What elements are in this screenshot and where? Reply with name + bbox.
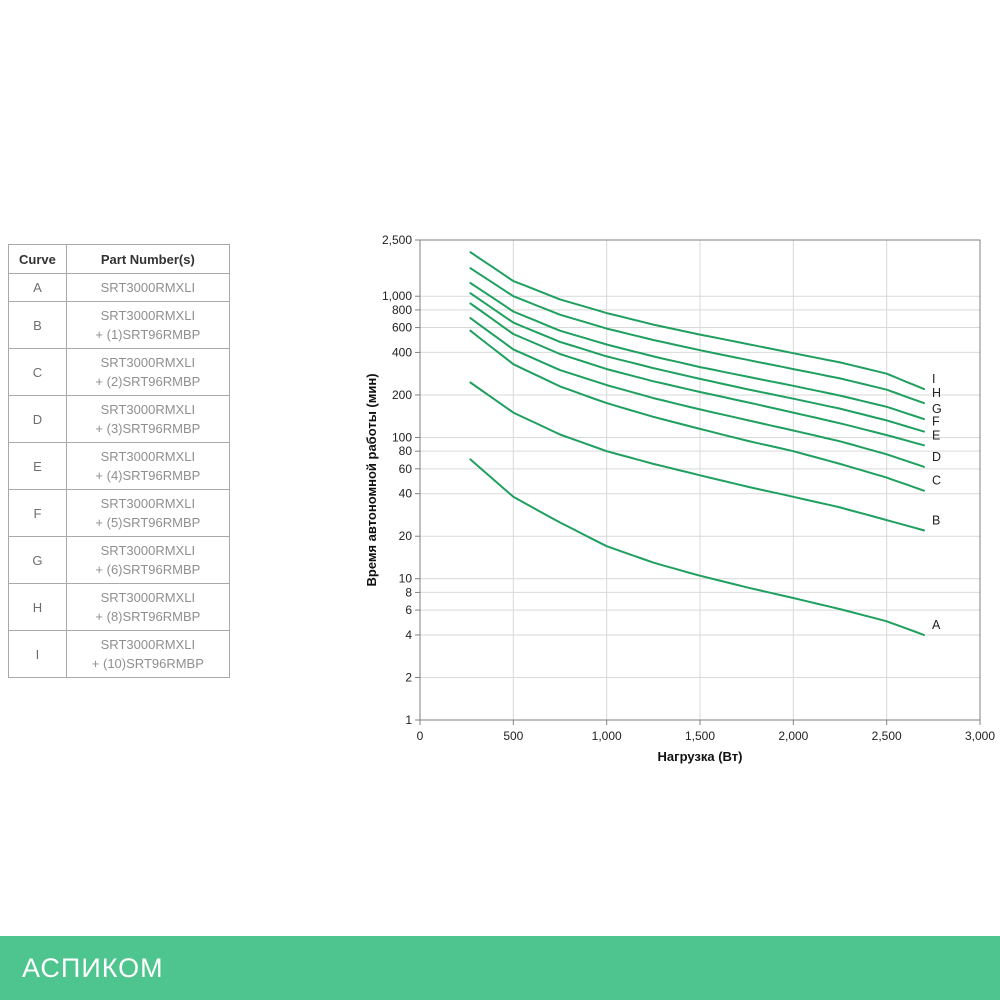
curve-I [469,251,925,391]
curve-E [469,302,925,447]
x-tick-label: 1,500 [685,729,715,743]
x-tick-label: 0 [417,729,424,743]
curve-letter: A [8,273,67,302]
table-row: A SRT3000RMXLI [8,273,230,302]
curve-G [469,282,925,421]
table-row: G SRT3000RMXLI + (6)SRT96RMBP [8,536,230,584]
part-number: SRT3000RMXLI + (2)SRT96RMBP [65,348,230,396]
y-tick-label: 1,000 [382,289,412,303]
y-tick-label: 8 [405,585,412,599]
y-axis-title: Время автономной работы (мин) [364,373,379,586]
table-row: E SRT3000RMXLI + (4)SRT96RMBP [8,442,230,490]
table-header-curve: Curve [8,244,67,274]
y-tick-label: 200 [392,388,412,402]
part-number: SRT3000RMXLI + (1)SRT96RMBP [65,301,230,349]
curve-letter: I [8,630,67,678]
x-tick-label: 3,000 [965,729,995,743]
curve-letter: D [8,395,67,443]
curve-H [469,267,925,405]
curve-D [469,317,925,468]
y-tick-label: 20 [399,529,413,543]
y-tick-label: 2,500 [382,233,412,247]
brand-banner: АСПИКОМ [0,936,1000,1000]
table-row: C SRT3000RMXLI + (2)SRT96RMBP [8,348,230,396]
y-tick-label: 60 [399,462,413,476]
x-tick-label: 1,000 [592,729,622,743]
x-tick-label: 2,500 [872,729,902,743]
grid-lines [419,239,981,721]
curve-F [469,292,925,433]
curve-C [469,329,925,492]
y-tick-label: 40 [399,487,413,501]
x-axis-title: Нагрузка (Вт) [658,749,743,764]
y-tick-label: 2 [405,670,412,684]
axis-ticks: 0 500 1,000 1,500 2,000 2,500 3,000 1 2 4 6 810 20 40… [382,233,995,743]
y-tick-label: 100 [392,430,412,444]
curve-letter: B [8,301,67,349]
part-number: SRT3000RMXLI [65,273,230,302]
curve-label-B: B [932,513,940,527]
curve-A [469,458,925,636]
part-number: SRT3000RMXLI + (6)SRT96RMBP [65,536,230,584]
part-number: SRT3000RMXLI + (5)SRT96RMBP [65,489,230,537]
curve-letter: F [8,489,67,537]
table-row: B SRT3000RMXLI + (1)SRT96RMBP [8,301,230,349]
x-tick-label: 2,000 [778,729,808,743]
curve-letter: C [8,348,67,396]
curve-label-F: F [932,415,940,429]
part-number: SRT3000RMXLI + (8)SRT96RMBP [65,583,230,631]
table-row: D SRT3000RMXLI + (3)SRT96RMBP [8,395,230,443]
table-header-row: Curve Part Number(s) [8,244,230,274]
part-number: SRT3000RMXLI + (10)SRT96RMBP [65,630,230,678]
table-header-part-numbers: Part Number(s) [65,244,230,274]
table-row: F SRT3000RMXLI + (5)SRT96RMBP [8,489,230,537]
y-tick-label: 4 [405,628,412,642]
curve-letter: H [8,583,67,631]
y-tick-label: 6 [405,603,412,617]
curve-label-A: A [932,618,941,632]
plot-border [419,239,981,721]
curve-label-I: I [932,372,935,386]
curve-label-G: G [932,402,942,416]
y-tick-label: 80 [399,444,413,458]
y-tick-label: 600 [392,321,412,335]
part-number: SRT3000RMXLI + (3)SRT96RMBP [65,395,230,443]
curve-label-H: H [932,386,941,400]
y-tick-label: 800 [392,303,412,317]
table-row: I SRT3000RMXLI + (10)SRT96RMBP [8,630,230,678]
x-tick-label: 500 [503,729,523,743]
y-tick-label: 400 [392,345,412,359]
curve-label-C: C [932,474,941,488]
curve-B [469,381,925,532]
part-number: SRT3000RMXLI + (4)SRT96RMBP [65,442,230,490]
curve-table-wrap: Curve Part Number(s) A SRT3000RMXLI B SRT30… [8,244,230,678]
y-tick-label: 1 [405,713,412,727]
table-row: H SRT3000RMXLI + (8)SRT96RMBP [8,583,230,631]
curve-letter: G [8,536,67,584]
curve-table: Curve Part Number(s) A SRT3000RMXLI B SRT30… [8,244,230,678]
curve-label-E: E [932,428,940,442]
curve-letter: E [8,442,67,490]
y-tick-label: 10 [399,572,413,586]
brand-name: АСПИКОМ [22,953,164,983]
curve-label-D: D [932,450,941,464]
